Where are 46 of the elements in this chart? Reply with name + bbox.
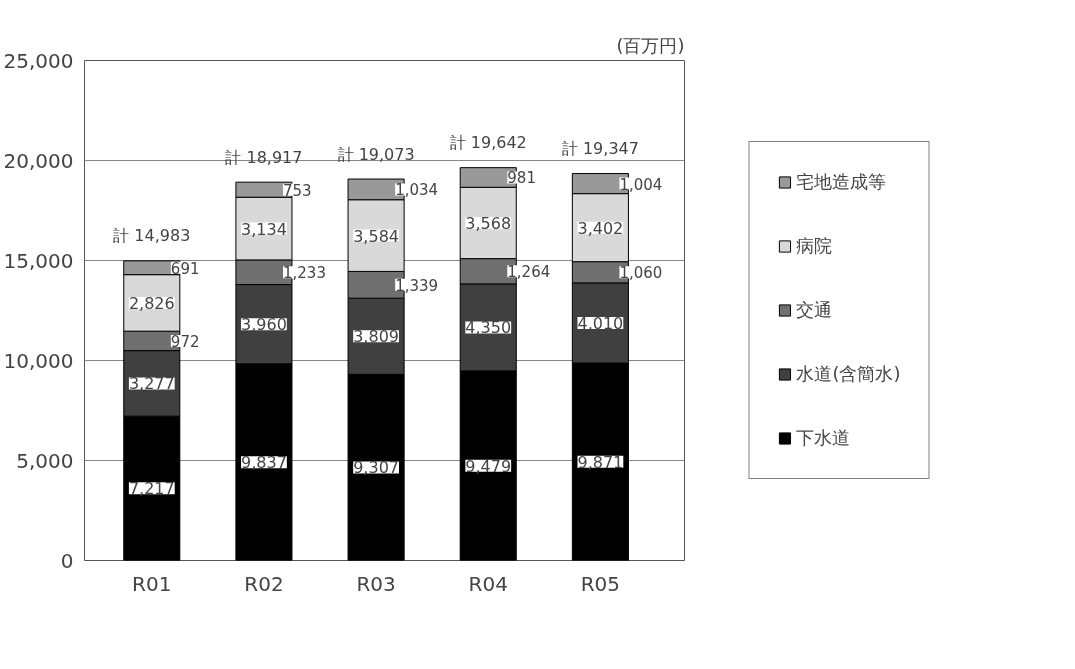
data-label: 9,479 — [465, 456, 512, 476]
x-tick-label: R03 — [356, 571, 396, 596]
legend-label: 水道(含簡水) — [796, 362, 901, 386]
data-label: 3,809 — [353, 327, 399, 347]
data-label: 9,837 — [241, 453, 287, 473]
data-label: 3,960 — [241, 315, 287, 335]
data-label: 1,004 — [619, 175, 663, 194]
y-tick-label: 0 — [60, 548, 74, 573]
legend-label: 下水道 — [796, 426, 851, 450]
data-label: 7,217 — [128, 479, 175, 499]
legend-label: 病院 — [796, 234, 833, 258]
data-label: 1,233 — [283, 264, 326, 283]
data-label: 972 — [170, 332, 200, 351]
data-label: 1,060 — [619, 264, 663, 283]
y-tick-label: 5,000 — [16, 448, 74, 473]
legend-label: 交通 — [796, 298, 833, 322]
y-tick-label: 10,000 — [3, 348, 74, 373]
data-label: 9,307 — [353, 458, 399, 478]
x-tick-label: R05 — [580, 571, 621, 596]
data-label: 981 — [507, 169, 536, 188]
data-label: 753 — [283, 181, 312, 200]
legend-label: 宅地造成等 — [796, 170, 887, 194]
data-label: 3,134 — [241, 219, 287, 239]
y-tick-label: 20,000 — [3, 148, 74, 173]
data-label: 4,350 — [465, 318, 512, 338]
data-label: 1,339 — [395, 276, 439, 295]
data-label: 3,584 — [353, 226, 399, 246]
y-tick-label: 25,000 — [3, 48, 74, 73]
y-tick-label: 15,000 — [3, 248, 74, 273]
data-label: 691 — [170, 259, 200, 278]
total-label: 計 19,347 — [561, 139, 639, 159]
total-label: 計 19,642 — [449, 133, 527, 153]
x-tick-label: R02 — [244, 571, 284, 596]
data-label: 1,264 — [507, 263, 551, 282]
total-label: 計 14,983 — [113, 226, 191, 246]
x-tick-label: R04 — [468, 571, 508, 596]
total-label: 計 19,073 — [337, 144, 415, 164]
data-label: 1,034 — [395, 181, 439, 200]
data-label: 2,826 — [128, 293, 175, 313]
data-label: 3,277 — [128, 374, 175, 394]
data-label: 9,871 — [577, 452, 624, 472]
data-label: 4,010 — [577, 313, 624, 333]
data-label: 3,568 — [465, 213, 512, 233]
x-tick-label: R01 — [132, 571, 172, 596]
data-label: 3,402 — [577, 218, 624, 238]
text: (百万円) — [616, 34, 685, 56]
